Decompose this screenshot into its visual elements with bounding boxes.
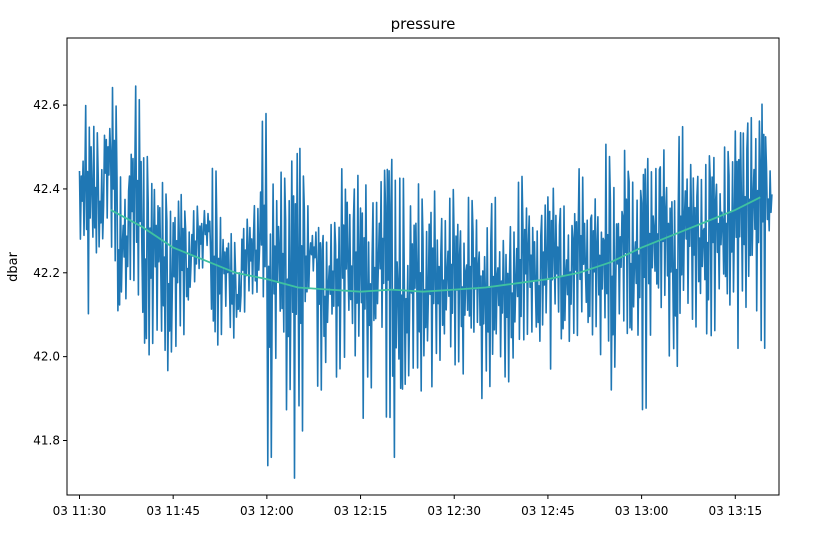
x-axis: 03 11:30 03 11:45 03 12:00 03 12:15 03 12:30… <box>53 495 762 518</box>
x-tick-label: 03 11:30 <box>53 504 107 518</box>
plot-marks <box>78 85 773 479</box>
x-tick-label: 03 11:45 <box>146 504 200 518</box>
x-tick-label: 03 12:45 <box>521 504 575 518</box>
y-tick-label: 42.2 <box>33 266 60 280</box>
y-tick-label: 41.8 <box>33 433 60 447</box>
plot-frame <box>66 37 780 496</box>
y-tick-label: 42.6 <box>33 98 60 112</box>
chart-title: pressure <box>391 15 456 33</box>
y-axis-label: dbar <box>6 251 21 281</box>
y-tick-label: 42.4 <box>33 182 60 196</box>
y-tick-label: 42.0 <box>33 350 60 364</box>
pressure-series-line <box>78 85 773 479</box>
x-tick-label: 03 13:00 <box>615 504 669 518</box>
x-tick-label: 03 12:00 <box>240 504 294 518</box>
y-axis: 41.8 42.0 42.2 42.4 42.6 <box>33 98 67 447</box>
x-tick-label: 03 12:30 <box>427 504 481 518</box>
x-tick-label: 03 12:15 <box>334 504 388 518</box>
trend-series-line <box>110 196 761 293</box>
x-tick-label: 03 13:15 <box>708 504 762 518</box>
